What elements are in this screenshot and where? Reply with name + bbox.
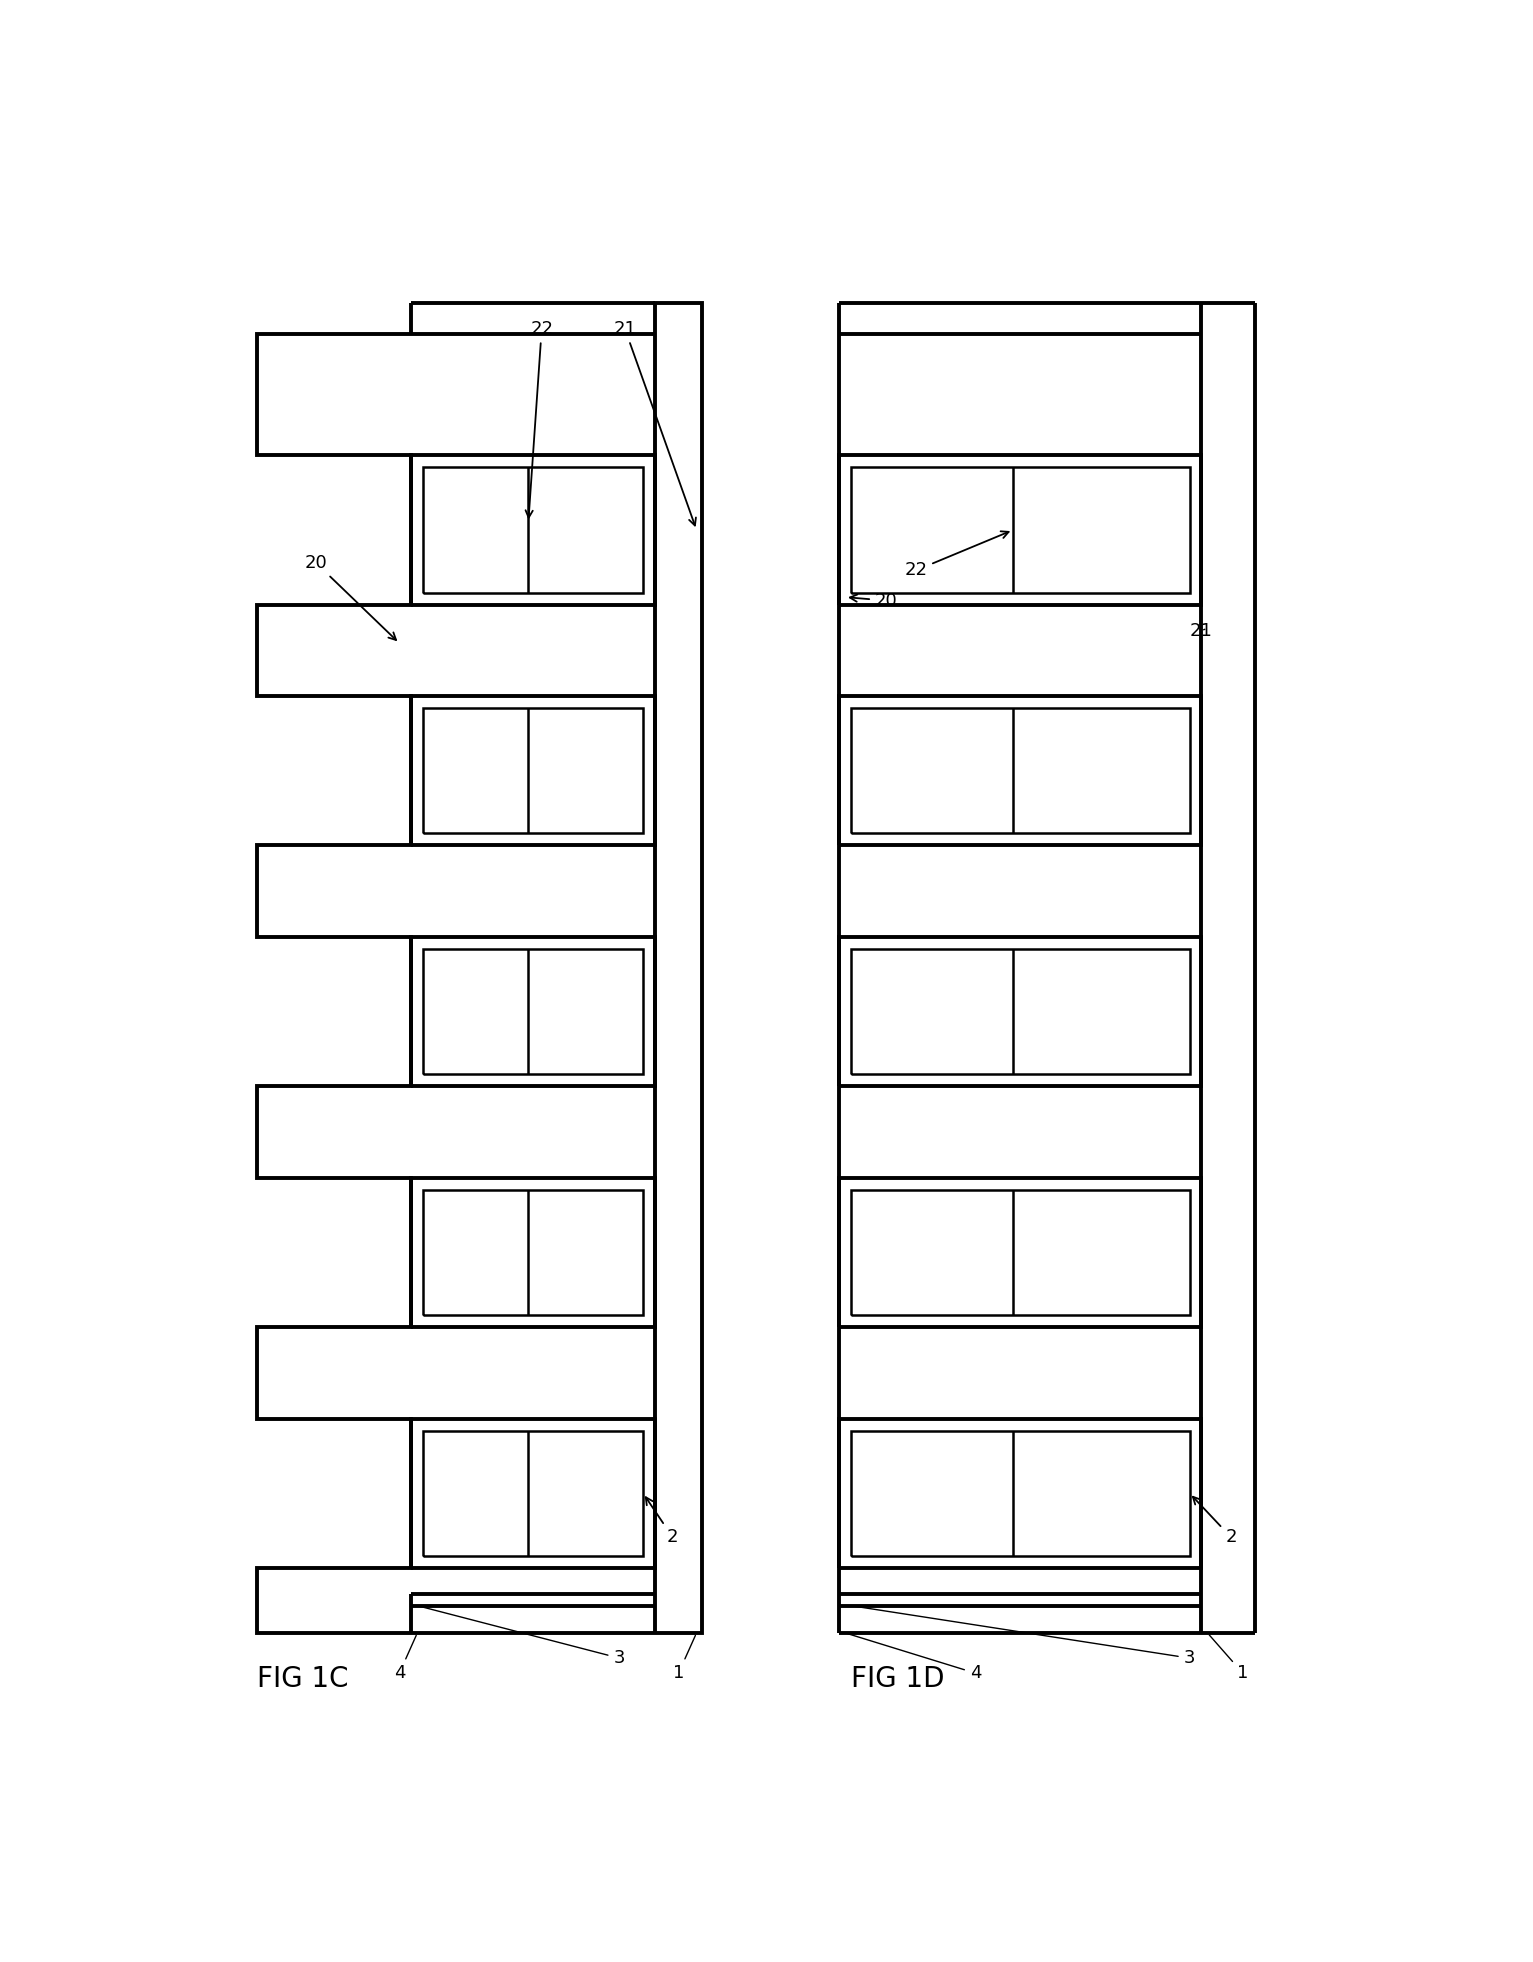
Text: FIG 1D: FIG 1D bbox=[851, 1666, 944, 1693]
Text: 22: 22 bbox=[526, 320, 553, 518]
Text: FIG 1C: FIG 1C bbox=[258, 1666, 348, 1693]
Text: 2: 2 bbox=[645, 1497, 679, 1546]
Text: 4: 4 bbox=[394, 1636, 417, 1681]
Text: 3: 3 bbox=[854, 1607, 1196, 1668]
Text: 22: 22 bbox=[904, 532, 1009, 579]
Text: 1: 1 bbox=[673, 1636, 696, 1681]
Text: 20: 20 bbox=[849, 593, 897, 610]
Text: 1: 1 bbox=[1210, 1634, 1248, 1681]
Text: 21: 21 bbox=[1190, 622, 1213, 640]
Text: 20: 20 bbox=[305, 553, 396, 640]
Text: 21: 21 bbox=[613, 320, 696, 526]
Text: 4: 4 bbox=[848, 1634, 981, 1681]
Text: 2: 2 bbox=[1193, 1497, 1237, 1546]
Text: 3: 3 bbox=[420, 1607, 625, 1668]
